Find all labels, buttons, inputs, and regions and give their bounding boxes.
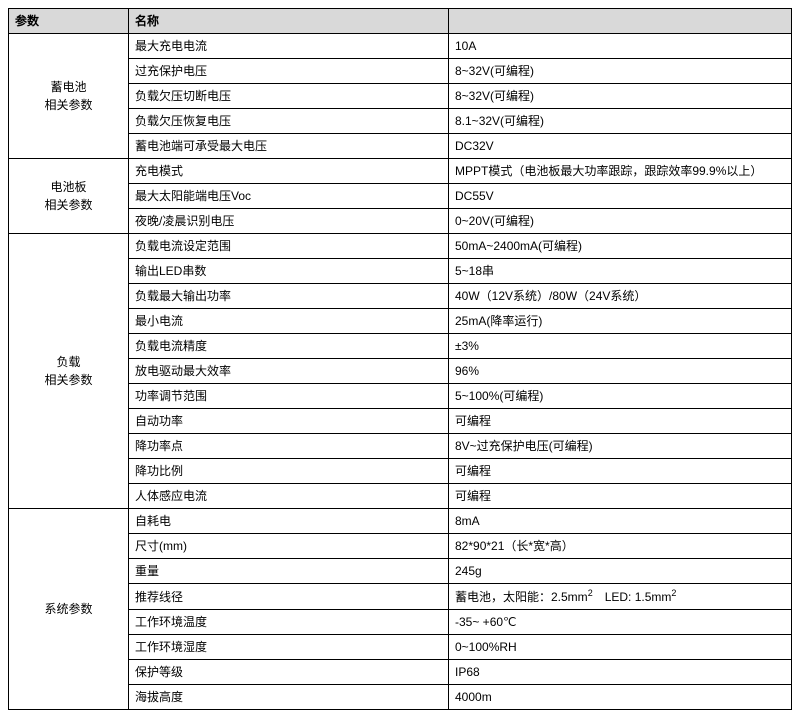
table-row: 负载 相关参数负载电流设定范围50mA~2400mA(可编程) bbox=[9, 234, 792, 259]
spec-table-body: 蓄电池 相关参数最大充电电流10A过充保护电压8~32V(可编程)负载欠压切断电… bbox=[9, 34, 792, 710]
name-cell: 负载欠压切断电压 bbox=[129, 84, 449, 109]
value-cell: ±3% bbox=[449, 334, 792, 359]
name-cell: 过充保护电压 bbox=[129, 59, 449, 84]
value-cell: 40W（12V系统）/80W（24V系统） bbox=[449, 284, 792, 309]
value-cell: 82*90*21（长*宽*高） bbox=[449, 534, 792, 559]
value-cell: 8~32V(可编程) bbox=[449, 84, 792, 109]
table-row: 系统参数自耗电8mA bbox=[9, 509, 792, 534]
value-cell: 10A bbox=[449, 34, 792, 59]
name-cell: 自动功率 bbox=[129, 409, 449, 434]
table-row: 蓄电池 相关参数最大充电电流10A bbox=[9, 34, 792, 59]
name-cell: 最小电流 bbox=[129, 309, 449, 334]
name-cell: 海拔高度 bbox=[129, 685, 449, 710]
name-cell: 推荐线径 bbox=[129, 584, 449, 610]
value-cell: 4000m bbox=[449, 685, 792, 710]
value-cell: MPPT模式（电池板最大功率跟踪，跟踪效率99.9%以上） bbox=[449, 159, 792, 184]
header-name: 名称 bbox=[129, 9, 449, 34]
name-cell: 负载电流精度 bbox=[129, 334, 449, 359]
value-cell: DC32V bbox=[449, 134, 792, 159]
value-cell: 5~100%(可编程) bbox=[449, 384, 792, 409]
value-cell: 5~18串 bbox=[449, 259, 792, 284]
name-cell: 蓄电池端可承受最大电压 bbox=[129, 134, 449, 159]
name-cell: 工作环境温度 bbox=[129, 610, 449, 635]
name-cell: 输出LED串数 bbox=[129, 259, 449, 284]
value-cell: 245g bbox=[449, 559, 792, 584]
value-cell: IP68 bbox=[449, 660, 792, 685]
value-cell: 可编程 bbox=[449, 459, 792, 484]
name-cell: 保护等级 bbox=[129, 660, 449, 685]
name-cell: 负载电流设定范围 bbox=[129, 234, 449, 259]
value-cell: 96% bbox=[449, 359, 792, 384]
name-cell: 功率调节范围 bbox=[129, 384, 449, 409]
name-cell: 降功比例 bbox=[129, 459, 449, 484]
header-param: 参数 bbox=[9, 9, 129, 34]
value-cell: 可编程 bbox=[449, 484, 792, 509]
value-cell: -35~ +60℃ bbox=[449, 610, 792, 635]
name-cell: 降功率点 bbox=[129, 434, 449, 459]
value-cell: 蓄电池，太阳能：2.5mm2 LED: 1.5mm2 bbox=[449, 584, 792, 610]
value-cell: 8~32V(可编程) bbox=[449, 59, 792, 84]
name-cell: 负载最大输出功率 bbox=[129, 284, 449, 309]
category-cell: 系统参数 bbox=[9, 509, 129, 710]
name-cell: 尺寸(mm) bbox=[129, 534, 449, 559]
value-cell: 0~100%RH bbox=[449, 635, 792, 660]
header-value bbox=[449, 9, 792, 34]
value-cell: DC55V bbox=[449, 184, 792, 209]
value-cell: 50mA~2400mA(可编程) bbox=[449, 234, 792, 259]
name-cell: 最大太阳能端电压Voc bbox=[129, 184, 449, 209]
category-cell: 负载 相关参数 bbox=[9, 234, 129, 509]
name-cell: 充电模式 bbox=[129, 159, 449, 184]
value-cell: 0~20V(可编程) bbox=[449, 209, 792, 234]
value-cell: 25mA(降率运行) bbox=[449, 309, 792, 334]
name-cell: 最大充电电流 bbox=[129, 34, 449, 59]
name-cell: 负载欠压恢复电压 bbox=[129, 109, 449, 134]
name-cell: 自耗电 bbox=[129, 509, 449, 534]
name-cell: 夜晚/凌晨识别电压 bbox=[129, 209, 449, 234]
value-cell: 8V~过充保护电压(可编程) bbox=[449, 434, 792, 459]
category-cell: 电池板 相关参数 bbox=[9, 159, 129, 234]
name-cell: 工作环境湿度 bbox=[129, 635, 449, 660]
value-cell: 可编程 bbox=[449, 409, 792, 434]
spec-table: 参数 名称 蓄电池 相关参数最大充电电流10A过充保护电压8~32V(可编程)负… bbox=[8, 8, 792, 710]
value-cell: 8mA bbox=[449, 509, 792, 534]
category-cell: 蓄电池 相关参数 bbox=[9, 34, 129, 159]
name-cell: 人体感应电流 bbox=[129, 484, 449, 509]
name-cell: 重量 bbox=[129, 559, 449, 584]
table-row: 电池板 相关参数充电模式MPPT模式（电池板最大功率跟踪，跟踪效率99.9%以上… bbox=[9, 159, 792, 184]
value-cell: 8.1~32V(可编程) bbox=[449, 109, 792, 134]
header-row: 参数 名称 bbox=[9, 9, 792, 34]
name-cell: 放电驱动最大效率 bbox=[129, 359, 449, 384]
